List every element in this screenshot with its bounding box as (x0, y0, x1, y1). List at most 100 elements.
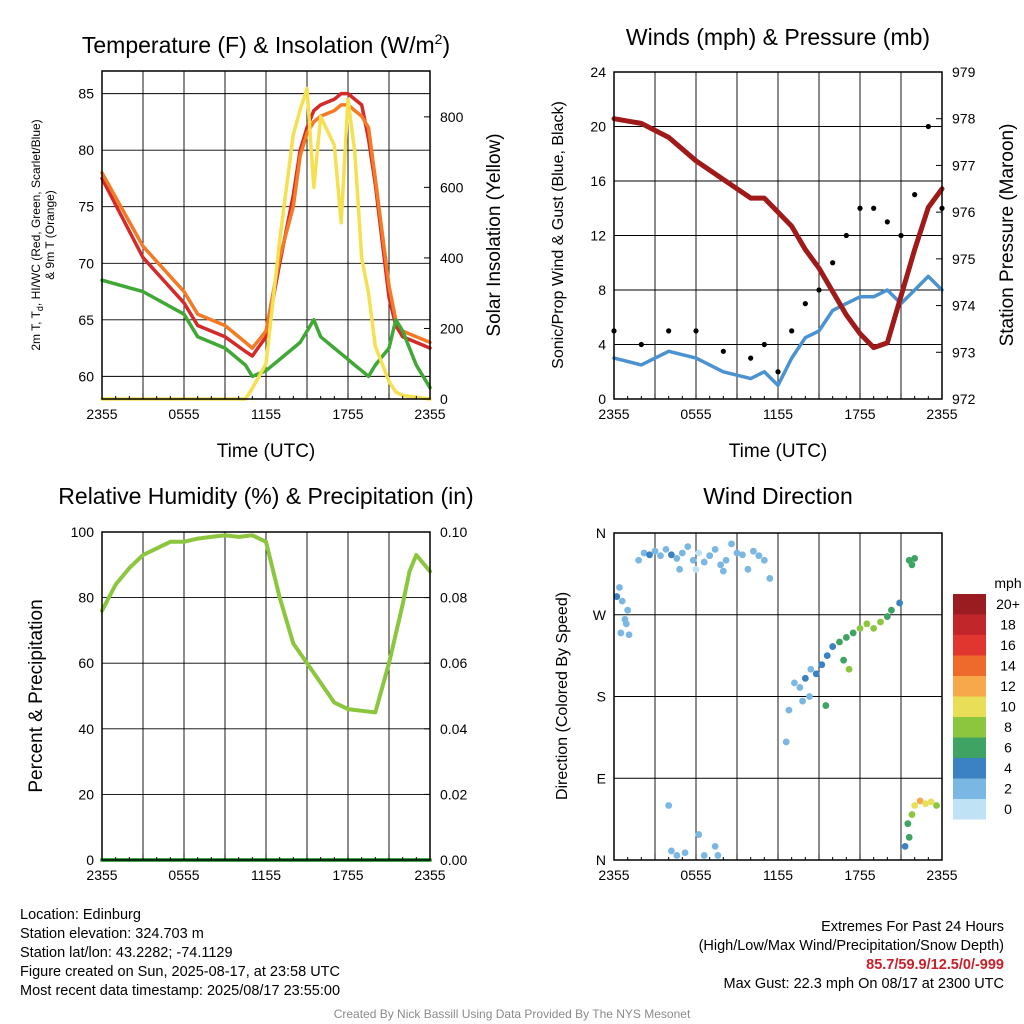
direction-point (728, 540, 735, 548)
rh-chart-title: Relative Humidity (%) & Precipitation (i… (58, 483, 473, 509)
x-tick-label: 2355 (86, 406, 117, 422)
direction-point (840, 656, 847, 664)
direction-point (681, 849, 689, 857)
direction-point (750, 547, 757, 555)
y-tick-label: S (597, 689, 606, 705)
x-tick-label: 1155 (251, 867, 281, 883)
direction-point (782, 738, 790, 746)
direction-point (766, 575, 774, 582)
colorbar-swatch (953, 799, 986, 820)
rh-grid (102, 532, 430, 860)
direction-point (678, 549, 686, 557)
direction-point (646, 551, 653, 559)
latlon-text: Station lat/lon: 43.2282; -74.1129 (20, 945, 233, 961)
y-right-tick-label: 0.06 (440, 655, 467, 671)
station-info: Location: Edinburg Station elevation: 32… (20, 906, 340, 1001)
location-text: Location: Edinburg (20, 907, 141, 923)
y-tick-label: 65 (78, 312, 94, 328)
extremes-info: Extremes For Past 24 Hours (High/Low/Max… (699, 918, 1004, 994)
direction-point (845, 665, 853, 673)
y-right-tick-label: 400 (440, 250, 464, 266)
direction-point (625, 631, 633, 639)
direction-point (916, 797, 924, 805)
y-right-tick-label: 0 (440, 391, 448, 407)
x-tick-label: 2355 (926, 406, 957, 422)
y-right-tick-label: 0.08 (440, 590, 467, 606)
direction-chart-title: Wind Direction (703, 483, 853, 509)
direction-point (823, 652, 831, 660)
winds-panel: Winds (mph) & Pressure (mb) 04812162024 … (550, 24, 1018, 462)
direction-point (717, 561, 724, 569)
colorbar-swatch (953, 758, 986, 779)
gust-point (898, 232, 904, 239)
x-tick-label: 1155 (763, 406, 793, 422)
direction-point (665, 802, 673, 809)
credit-text: Created By Nick Bassill Using Data Provi… (333, 1007, 691, 1021)
direction-point (668, 847, 675, 855)
y-tick-label: 0 (86, 852, 94, 868)
winds-y-ticks: 0 4 8 12 16 20 24 (590, 64, 606, 407)
rh-y-ticks: 0 20 40 60 80 100 (71, 524, 95, 868)
direction-point (905, 833, 913, 841)
direction-point (684, 543, 692, 551)
colorbar-swatch (953, 594, 986, 615)
direction-point (613, 593, 621, 600)
elevation-text: Station elevation: 324.703 m (20, 926, 204, 942)
temp-y-axis-label: 2m T, Td, HI/WC (Red, Green, Scarlet/Blu… (29, 119, 57, 350)
direction-point (908, 811, 916, 818)
colorbar-label: 18 (1000, 617, 1016, 633)
y-tick-label: 75 (78, 199, 94, 215)
recent-data-text: Most recent data timestamp: 2025/08/17 2… (20, 983, 341, 999)
colorbar-label: 12 (1000, 678, 1016, 694)
y-tick-label: 40 (78, 721, 94, 737)
pressure-line-2 (611, 116, 945, 351)
x-tick-label: 1755 (332, 406, 363, 422)
svg-text:& 9m T (Orange): & 9m T (Orange) (43, 190, 57, 280)
gust-point (666, 328, 672, 334)
direction-point (896, 599, 904, 607)
winds-x-axis-label: Time (UTC) (729, 441, 828, 462)
temp-insolation-axis-label: Solar Insolation (Yellow) (484, 133, 505, 336)
direction-point (689, 556, 697, 564)
winds-series (611, 116, 945, 388)
y-right-tick-label: 977 (952, 157, 976, 173)
rh-line-0 (100, 533, 432, 715)
direction-point (806, 693, 813, 700)
y-right-tick-label: 974 (952, 298, 976, 314)
gust-point (720, 348, 726, 354)
colorbar-label: 16 (1000, 637, 1016, 653)
y-tick-label: 12 (590, 228, 606, 244)
direction-point (668, 551, 675, 559)
direction-point (622, 620, 630, 628)
direction-point (822, 702, 830, 709)
winds-y-axis-label: Sonic/Prop Wind & Gust (Blue, Black) (550, 101, 567, 369)
winds-x-ticks: 2355 0555 1155 1755 2355 (598, 393, 958, 422)
colorbar-swatch (953, 655, 986, 676)
pressure-y-axis-label: Station Pressure (Maroon) (997, 124, 1018, 347)
y-right-tick-label: 200 (440, 320, 464, 336)
direction-point (785, 706, 793, 714)
y-tick-label: 24 (590, 64, 606, 80)
direction-point (651, 547, 659, 555)
colorbar-label: 6 (1004, 740, 1012, 756)
direction-point (676, 565, 683, 573)
direction-point (933, 802, 940, 809)
svg-text:2m T, Td, HI/WC (Red, Green, S: 2m T, Td, HI/WC (Red, Green, Scarlet/Blu… (29, 119, 45, 350)
direction-point (616, 584, 623, 591)
colorbar-label: 20+ (996, 596, 1020, 612)
created-text: Figure created on Sun, 2025-08-17, at 23… (20, 964, 340, 980)
direction-point (673, 555, 681, 562)
extremes-title: Extremes For Past 24 Hours (821, 919, 1004, 935)
direction-point (801, 674, 809, 682)
y-tick-label: 16 (590, 173, 606, 189)
direction-point (807, 665, 815, 673)
y-right-tick-label: 976 (952, 204, 976, 220)
temperature-panel: Temperature (F) & Insolation (W/m2) 60 65… (29, 31, 505, 462)
direction-point (829, 643, 837, 650)
y-right-tick-label: 800 (440, 109, 464, 125)
gust-point (912, 192, 918, 198)
x-tick-label: 1755 (844, 406, 875, 422)
direction-point (640, 549, 648, 557)
direction-point (911, 555, 919, 562)
y-tick-label: 80 (78, 590, 94, 606)
